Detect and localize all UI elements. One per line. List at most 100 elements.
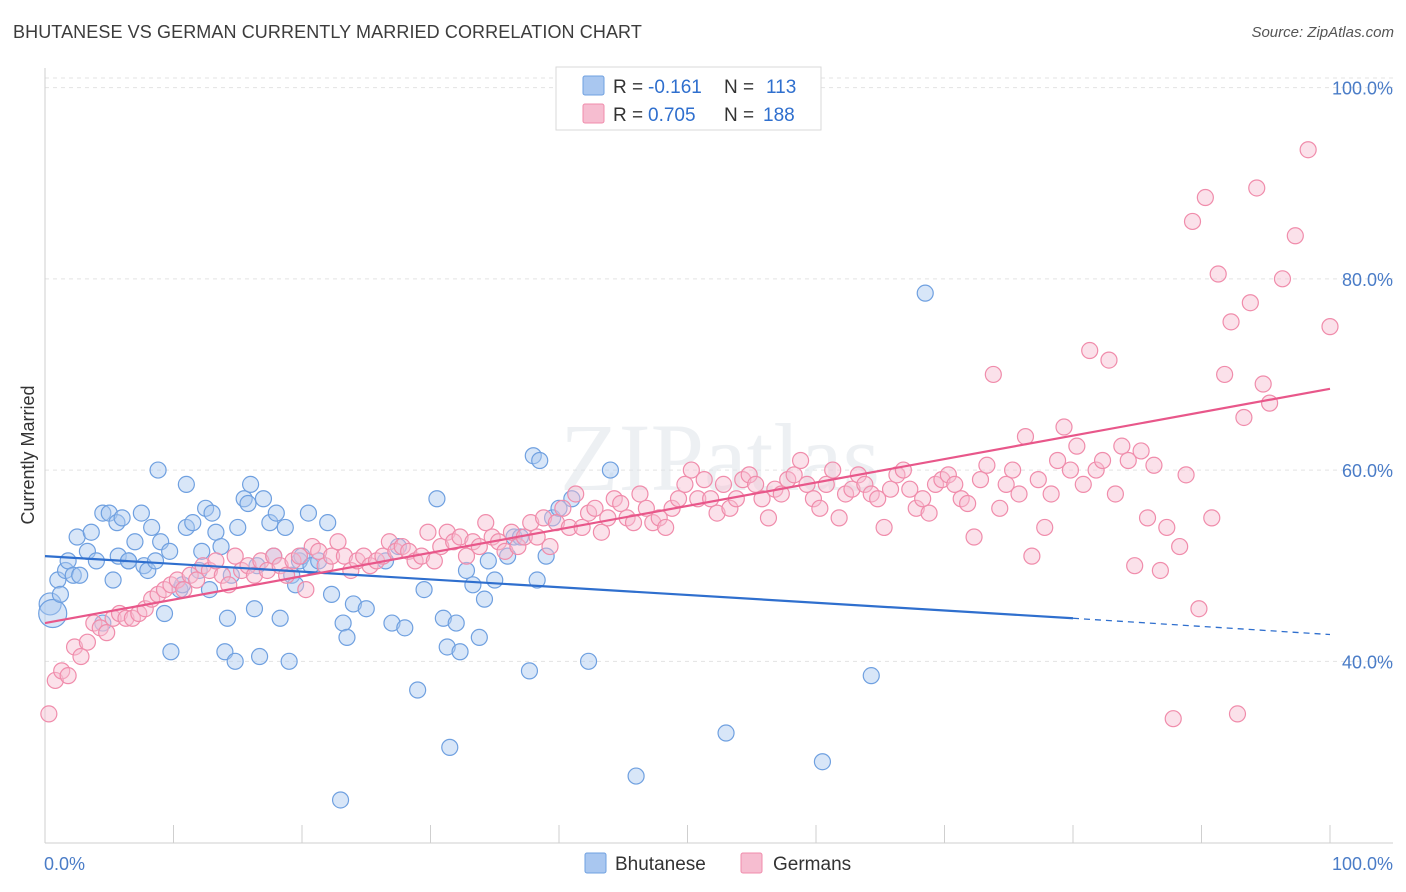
germans-points [40,141,1339,728]
germans-point [457,547,476,565]
germans-point [40,705,58,723]
germans-point [1177,466,1195,484]
germans-point [554,499,572,517]
bhutanese-point [601,461,620,479]
germans-point [914,490,932,508]
bhutanese-point [82,523,100,541]
germans-point [1254,375,1272,393]
germans-point [168,571,186,589]
germans-point [1241,294,1259,312]
germans-point [682,461,700,479]
germans-point [72,647,90,666]
germans-point [425,552,443,570]
germans-point [265,547,283,565]
bhutanese-point [475,590,494,608]
bhutanese-point [276,518,294,537]
bhutanese-point [438,638,456,656]
germans-point [117,609,135,627]
bhutanese-point [627,767,645,785]
germans-point [708,504,726,522]
bhutanese-point [579,652,598,670]
bhutanese-point [38,598,68,629]
bhutanese-point [113,509,131,527]
germans-point [901,480,919,498]
germans-point [1248,179,1266,197]
germans-point [959,494,977,513]
bhutanese-point [331,791,350,809]
bhutanese-point [550,499,568,517]
germans-point [335,547,354,565]
bhutanese-point [51,585,70,603]
germans-point [1023,547,1041,565]
bottom-legend-label-bhutanese: Bhutanese [615,854,706,875]
y-tick-labels: 40.0% 60.0% 80.0% 100.0% [1332,79,1393,673]
germans-point [1010,485,1028,503]
germans-point [991,499,1009,517]
germans-point [65,638,84,656]
bhutanese-point [212,537,230,556]
germans-point [496,542,514,560]
bhutanese-trend-line [44,555,1074,620]
germans-point [1036,518,1054,537]
bhutanese-point [389,537,407,556]
bhutanese-point [383,614,401,632]
germans-point [380,533,398,551]
germans-point [971,471,990,489]
bhutanese-point [64,566,82,584]
bhutanese-point [242,475,260,494]
y-tick-label: 100.0% [1332,79,1393,99]
germans-point [843,480,861,498]
germans-point [1113,437,1131,455]
germans-point [1190,600,1208,618]
germans-point [419,523,437,541]
germans-point [1119,451,1137,470]
bhutanese-point [203,504,221,522]
germans-point [1055,418,1073,436]
germans-point [1286,227,1304,245]
bhutanese-point [451,643,469,661]
bhutanese-point [415,580,433,599]
y-tick-label: 40.0% [1342,652,1393,672]
germans-point [978,456,996,474]
germans-point [1029,471,1047,489]
germans-point [451,528,469,546]
bhutanese-point [520,662,539,680]
germans-point [1087,461,1105,479]
germans-point [1061,461,1080,479]
germans-point [1183,212,1202,231]
legend-r-label-1: R = [613,77,643,98]
bhutanese-point [108,514,126,532]
bhutanese-point [344,595,362,613]
germans-point [207,552,225,570]
bhutanese-point [177,475,195,494]
germans-point [1042,485,1060,503]
germans-point [830,509,848,527]
legend-r-value-2: 0.705 [648,105,696,126]
germans-point [785,466,803,484]
germans-point [59,667,77,685]
germans-point [1081,341,1099,360]
germans-point [791,451,810,470]
bhutanese-point [162,643,180,661]
bhutanese-point [132,504,150,522]
bhutanese-point [87,552,106,570]
bhutanese-point [245,600,264,618]
germans-point [721,499,739,517]
germans-point [984,365,1002,384]
bhutanese-point [271,609,289,627]
germans-point [290,547,309,565]
germans-point [695,471,713,489]
bhutanese-point [409,681,427,699]
germans-point [188,571,206,589]
germans-point [1261,394,1279,412]
svg-text:R =: R = [613,77,643,98]
germans-point [297,580,315,599]
bhutanese-point [94,614,112,632]
germans-point [586,499,604,517]
germans-point [534,509,553,527]
germans-point [920,504,938,522]
germans-point [631,485,649,503]
germans-point [856,475,874,494]
bhutanese-point [71,566,89,584]
germans-point [804,490,823,508]
